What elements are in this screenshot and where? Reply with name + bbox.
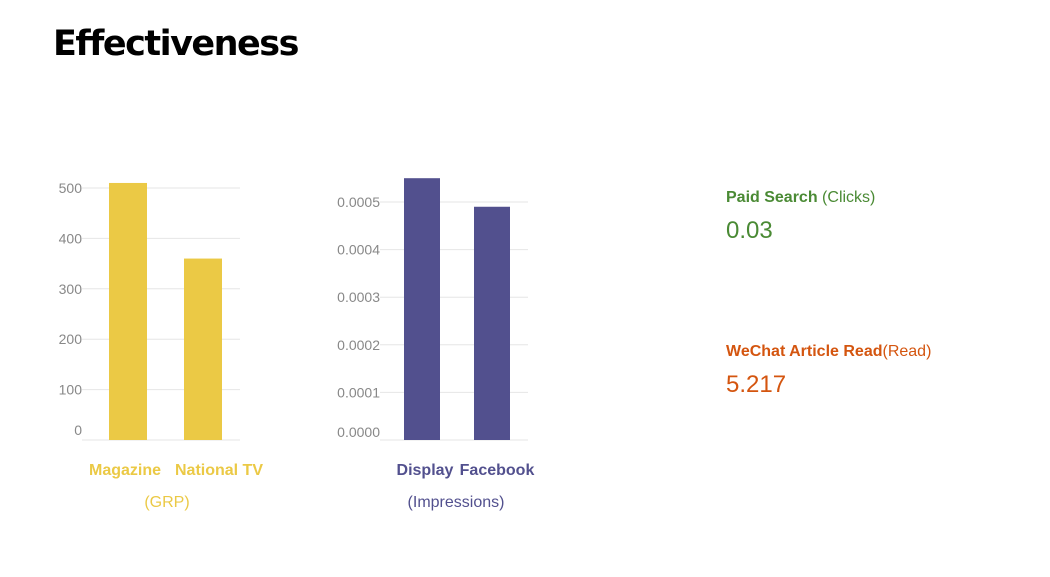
wechat-article-read-label: WeChat Article Read	[726, 343, 883, 360]
impressions-unit-label: (Impressions)	[408, 494, 505, 511]
bar-national-tv	[184, 258, 222, 440]
y-tick-label: 0.0004	[337, 242, 380, 258]
y-tick-label: 0	[74, 422, 82, 438]
y-tick-label: 300	[59, 281, 83, 297]
y-tick-label: 0.0003	[337, 289, 380, 305]
bar-display	[404, 178, 440, 440]
y-tick-label: 0.0002	[337, 337, 380, 353]
grp-unit-label: (GRP)	[144, 494, 189, 511]
category-label: Magazine	[89, 462, 161, 479]
y-tick-label: 0.0001	[337, 384, 380, 400]
wechat-article-read-metric: WeChat Article Read(Read) 5.217	[726, 343, 931, 399]
paid-search-metric: Paid Search (Clicks) 0.03	[726, 189, 875, 245]
wechat-article-read-value: 5.217	[726, 371, 787, 398]
bar-magazine	[109, 182, 147, 440]
wechat-article-read-unit: (Read)	[882, 343, 932, 360]
bar-facebook	[474, 206, 510, 440]
category-label: Facebook	[460, 462, 535, 479]
paid-search-unit: (Clicks)	[817, 189, 876, 206]
y-tick-label: 400	[59, 230, 83, 246]
paid-search-label: Paid Search	[726, 189, 818, 206]
category-label: Display	[397, 462, 454, 479]
y-tick-label: 0.0000	[337, 424, 380, 440]
page-title: Effectiveness	[53, 24, 299, 64]
y-tick-label: 100	[59, 382, 83, 398]
paid-search-value: 0.03	[726, 217, 773, 244]
paid-search-label-row: Paid Search (Clicks)	[726, 189, 875, 207]
category-label: National TV	[175, 462, 263, 479]
wechat-article-read-label-row: WeChat Article Read(Read)	[726, 343, 931, 361]
y-tick-label: 500	[59, 180, 83, 196]
y-tick-label: 200	[59, 331, 83, 347]
y-tick-label: 0.0005	[337, 194, 380, 210]
